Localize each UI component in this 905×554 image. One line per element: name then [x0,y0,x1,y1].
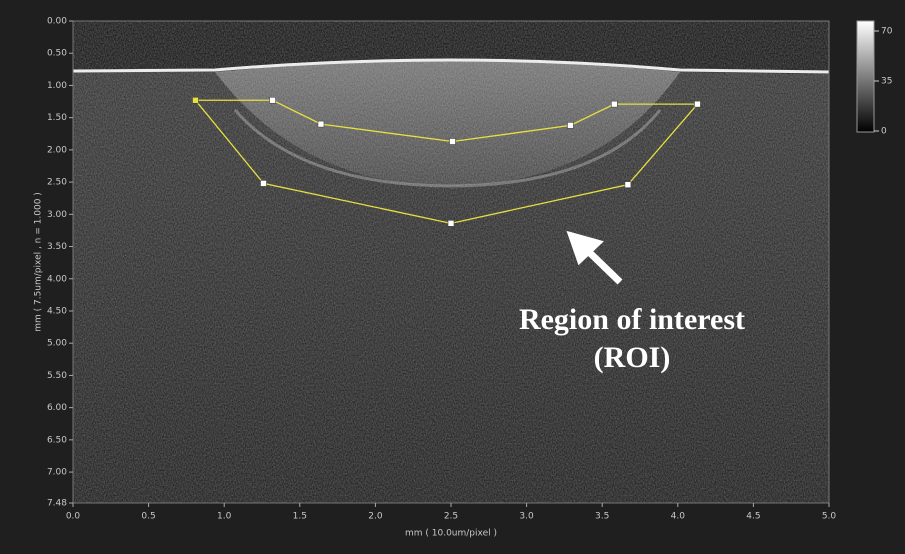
colorbar-tick-label: 35 [881,77,892,87]
y-tick-label: 6.00 [47,403,67,413]
x-tick-label: 4.0 [671,512,686,522]
y-tick-label: 3.50 [47,242,67,252]
roi-handle [447,220,455,227]
y-tick-label: 0.00 [47,17,67,27]
y-tick-label: 2.00 [47,145,67,155]
y-tick-label: 5.00 [47,339,67,349]
y-tick-label: 3.00 [47,210,67,220]
colorbar-tick-label: 70 [881,27,893,37]
roi-handle [694,100,701,108]
y-tick-label: 1.00 [47,81,67,91]
x-tick-label: 0.0 [66,512,81,522]
y-tick-label: 7.48 [47,499,67,509]
x-tick-label: 5.0 [822,512,837,522]
x-tick-label: 0.5 [141,512,155,522]
y-tick-label: 1.50 [47,113,67,123]
y-tick-label: 0.50 [47,49,67,59]
roi-handle [260,180,267,187]
x-tick-label: 4.5 [746,512,760,522]
roi-handle [269,96,276,104]
annotation: Region of interest [519,303,745,336]
y-tick-label: 7.00 [47,468,67,478]
roi-handle [317,120,325,128]
y-tick-label: 6.50 [47,435,67,445]
colorbar [856,20,875,133]
annotation: (ROI) [594,341,671,374]
arrow [566,230,623,285]
y-axis-label: mm ( 7.5um/pixel , n = 1.000 ) [34,192,44,332]
x-tick-label: 1.5 [293,512,307,522]
roi-handle [449,138,456,145]
x-tick-label: 2.0 [368,512,383,522]
y-tick-label: 2.50 [47,178,67,188]
roi-handle [192,96,199,104]
x-tick-label: 2.5 [444,512,458,522]
roi-handle [567,122,574,129]
x-tick-label: 1.0 [217,512,232,522]
x-axis-label: mm ( 10.0um/pixel ) [405,529,497,539]
x-tick-label: 3.5 [595,512,609,522]
colorbar-tick-label: 0 [881,127,887,137]
y-tick-label: 4.00 [47,274,67,284]
roi-handle [624,181,632,188]
y-tick-label: 4.50 [47,306,67,316]
oct-image [73,21,829,503]
y-tick-label: 5.50 [47,371,67,381]
x-tick-label: 3.0 [519,512,534,522]
roi-handle [610,100,618,108]
